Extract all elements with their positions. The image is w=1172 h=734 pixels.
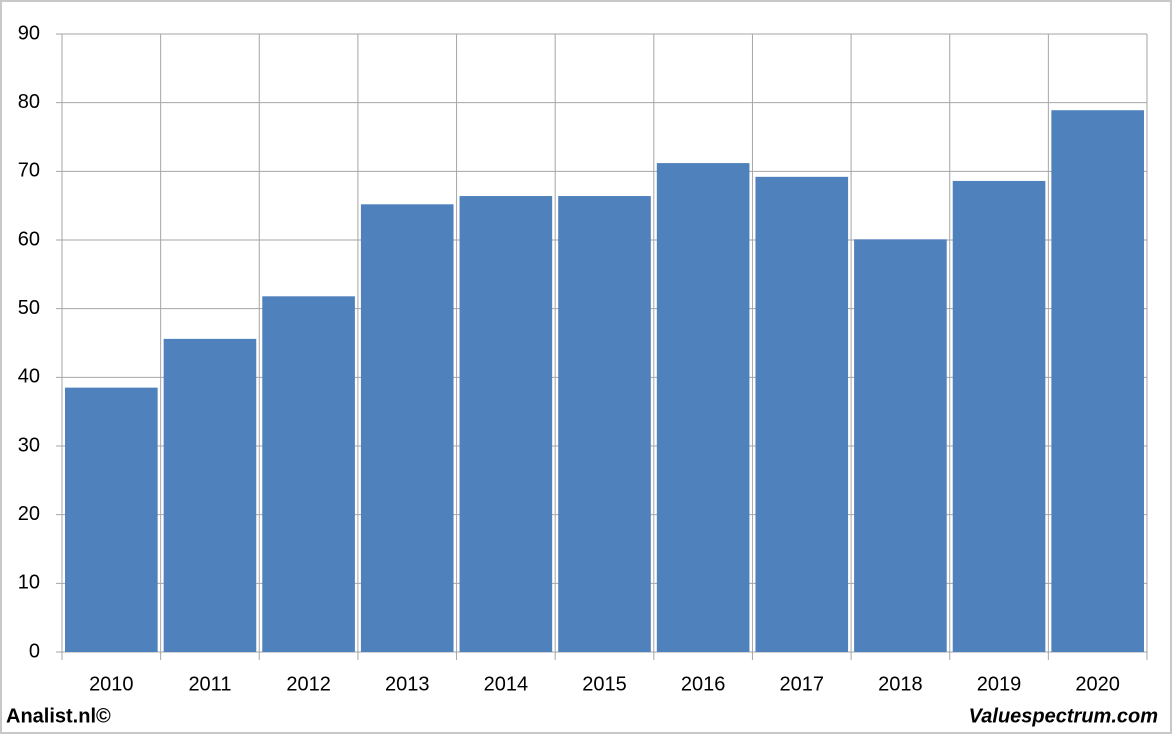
x-tick-label: 2011 <box>188 673 231 695</box>
y-tick-label: 90 <box>18 22 40 44</box>
bar <box>459 196 553 652</box>
bar <box>360 204 454 652</box>
bar <box>656 163 750 653</box>
x-tick-label: 2015 <box>582 673 627 695</box>
bar <box>558 196 651 652</box>
y-tick-label: 60 <box>18 228 40 250</box>
bar <box>1051 110 1144 653</box>
y-tick-label: 20 <box>18 503 40 525</box>
credit-left: Analist.nl© <box>6 705 111 727</box>
bar <box>952 180 1046 653</box>
y-tick-label: 40 <box>18 366 40 388</box>
bar <box>262 296 355 652</box>
x-tick-label: 2019 <box>977 673 1022 695</box>
x-tick-label: 2013 <box>385 673 430 695</box>
x-tick-label: 2016 <box>681 673 726 695</box>
y-tick-label: 50 <box>18 297 40 319</box>
y-tick-label: 70 <box>18 160 40 182</box>
x-tick-label: 2018 <box>878 673 923 695</box>
x-tick-label: 2014 <box>484 673 529 695</box>
credit-right: Valuespectrum.com <box>969 705 1158 727</box>
y-tick-label: 30 <box>18 434 40 456</box>
x-tick-label: 2012 <box>286 673 331 695</box>
bar <box>163 338 257 652</box>
bar <box>854 239 947 652</box>
y-tick-label: 10 <box>18 572 40 594</box>
bar <box>65 387 158 652</box>
y-tick-label: 0 <box>29 640 40 662</box>
bar <box>755 176 849 652</box>
y-tick-label: 80 <box>18 91 40 113</box>
x-tick-label: 2020 <box>1075 673 1120 695</box>
x-tick-label: 2010 <box>89 673 134 695</box>
x-tick-label: 2017 <box>780 673 825 695</box>
